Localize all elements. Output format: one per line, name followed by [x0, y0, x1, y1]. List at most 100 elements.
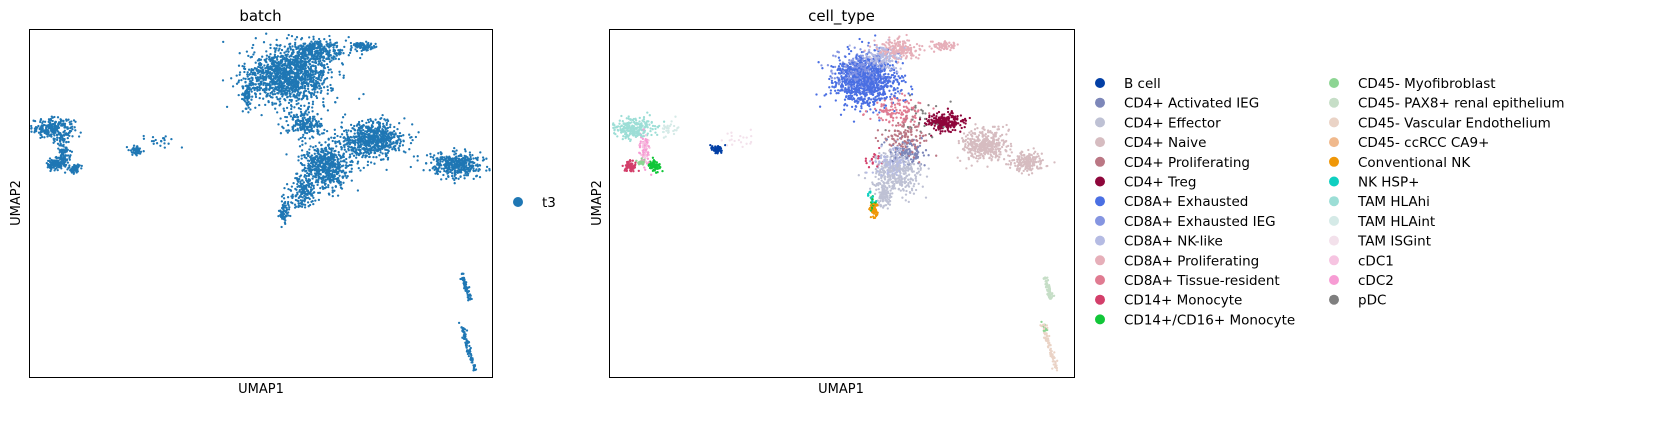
- data-point: [323, 79, 326, 82]
- data-point: [377, 147, 380, 150]
- data-point: [53, 137, 56, 141]
- data-point: [305, 122, 308, 125]
- data-point: [299, 126, 302, 129]
- data-point: [327, 192, 331, 195]
- data-point: [472, 157, 475, 160]
- data-point: [275, 38, 278, 42]
- data-point: [317, 120, 320, 123]
- data-point: [364, 148, 367, 151]
- data-point: [350, 136, 353, 139]
- data-point: [382, 158, 385, 161]
- data-point: [253, 51, 256, 54]
- data-point: [385, 121, 389, 125]
- data-point: [340, 62, 344, 65]
- data-point: [311, 102, 315, 106]
- data-point: [279, 76, 282, 79]
- data-point: [37, 131, 41, 134]
- data-point: [379, 130, 382, 133]
- data-point: [71, 167, 74, 170]
- data-point: [333, 55, 336, 59]
- data-point: [311, 115, 315, 118]
- data-point: [353, 143, 357, 147]
- data-point: [245, 50, 249, 53]
- data-point: [334, 185, 337, 188]
- data-point: [48, 163, 51, 167]
- data-point: [311, 199, 314, 203]
- data-point: [303, 95, 306, 98]
- data-point: [308, 119, 311, 122]
- data-point: [334, 149, 337, 153]
- data-point: [478, 164, 482, 167]
- data-point: [281, 213, 285, 217]
- data-point: [46, 135, 49, 138]
- data-point: [381, 152, 384, 155]
- data-point: [873, 192, 877, 196]
- data-point: [66, 136, 69, 140]
- data-point: [304, 170, 307, 173]
- data-point: [324, 146, 328, 149]
- data-point: [308, 122, 311, 126]
- data-point: [307, 67, 311, 70]
- data-point: [317, 178, 320, 181]
- data-point: [271, 93, 274, 96]
- data-point: [447, 175, 450, 179]
- data-point: [73, 126, 76, 129]
- data-point: [307, 71, 310, 74]
- data-point: [899, 116, 903, 119]
- data-point: [269, 43, 272, 46]
- data-point: [285, 37, 289, 40]
- data-point: [312, 64, 315, 68]
- data-point: [322, 81, 325, 84]
- data-point: [43, 120, 47, 123]
- data-point: [329, 158, 332, 161]
- data-point: [285, 82, 289, 85]
- data-point: [324, 182, 327, 185]
- data-point: [379, 145, 382, 148]
- data-point: [318, 161, 322, 164]
- data-point: [333, 52, 336, 55]
- data-point: [135, 146, 138, 149]
- data-point: [436, 168, 439, 172]
- data-point: [318, 78, 321, 81]
- data-point: [331, 172, 334, 176]
- data-point: [289, 189, 293, 192]
- data-point: [300, 66, 303, 69]
- data-point: [291, 51, 294, 54]
- data-point: [58, 139, 62, 142]
- data-point: [362, 135, 365, 138]
- data-point: [316, 40, 319, 43]
- data-point: [398, 144, 401, 148]
- data-point: [318, 163, 322, 166]
- data-point: [353, 132, 356, 135]
- data-point: [462, 327, 465, 330]
- data-point: [291, 127, 295, 130]
- data-point: [300, 128, 304, 131]
- data-point: [275, 72, 279, 76]
- data-point: [300, 59, 304, 63]
- data-point: [307, 52, 311, 56]
- data-point: [297, 94, 301, 97]
- data-point: [324, 149, 328, 153]
- data-point: [469, 165, 472, 168]
- data-point: [371, 140, 375, 143]
- data-point: [261, 55, 264, 58]
- data-point: [300, 75, 304, 78]
- data-point: [247, 68, 251, 71]
- data-point: [67, 166, 70, 169]
- data-point: [317, 169, 321, 172]
- data-point: [151, 135, 155, 139]
- data-point: [49, 133, 52, 136]
- data-point: [268, 94, 271, 97]
- data-point: [320, 124, 323, 127]
- data-point: [300, 70, 303, 73]
- data-point: [290, 111, 293, 114]
- data-point: [291, 118, 294, 121]
- data-point: [306, 78, 309, 81]
- data-point: [359, 169, 362, 172]
- data-point: [65, 118, 68, 121]
- data-point: [303, 87, 307, 90]
- data-point: [348, 153, 352, 156]
- data-point: [247, 96, 250, 99]
- data-point: [357, 135, 360, 138]
- data-point: [439, 170, 442, 173]
